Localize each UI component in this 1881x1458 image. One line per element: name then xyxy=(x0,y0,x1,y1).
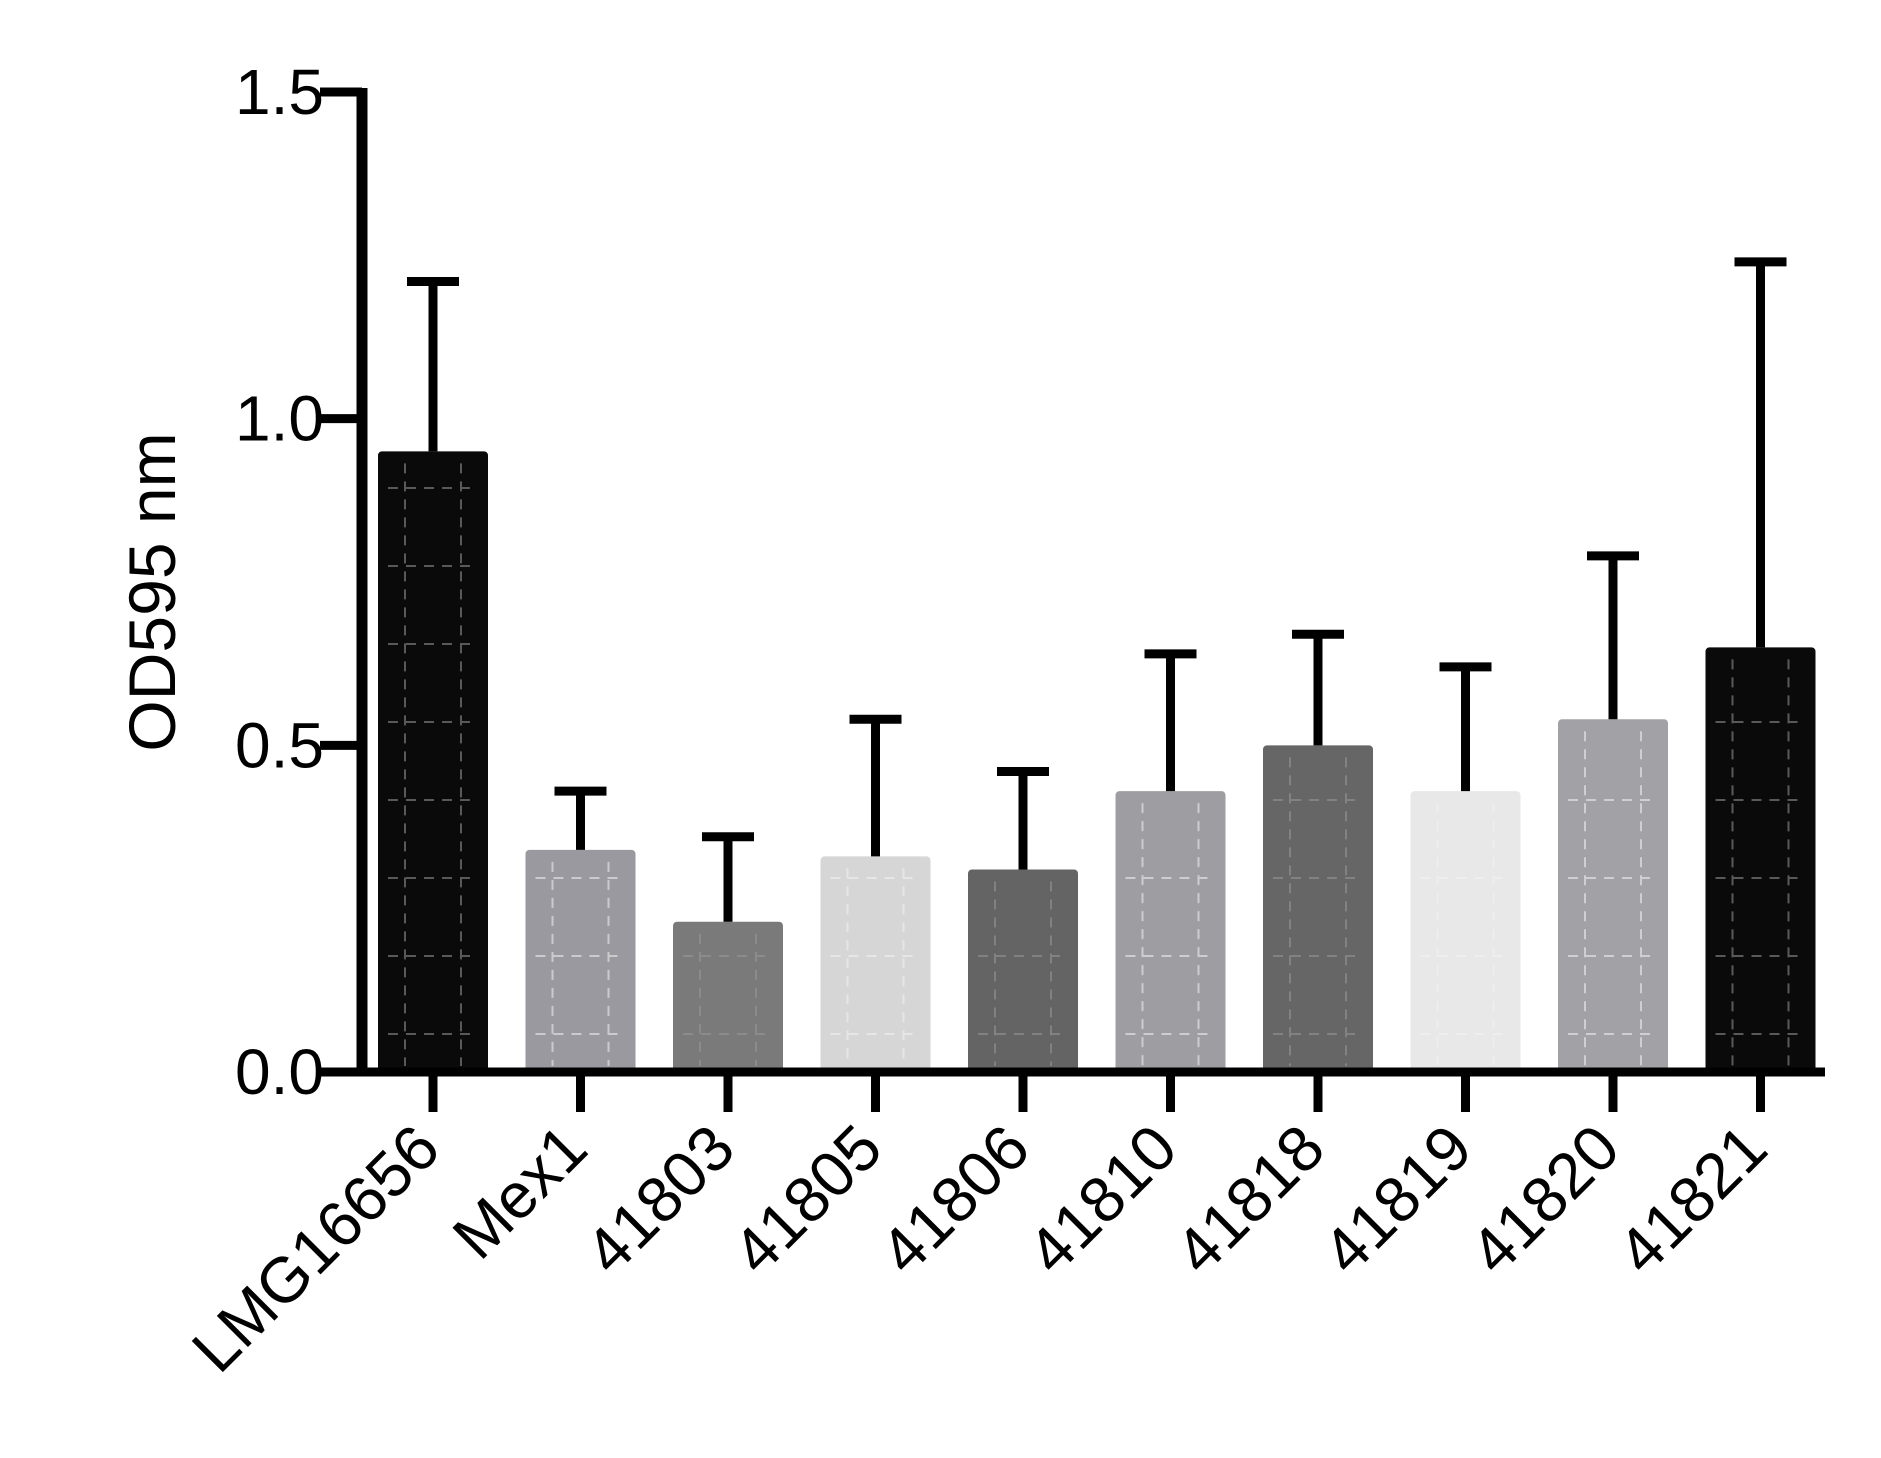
y-tick-label-0.5: 0.5 xyxy=(235,709,324,781)
bar-41803 xyxy=(673,921,783,1072)
error-bar-41818 xyxy=(1292,629,1344,746)
x-tick-label-LMG16656: LMG16656 xyxy=(178,1111,453,1386)
x-tick-label-41803: 41803 xyxy=(571,1111,748,1288)
x-tick-label-41806: 41806 xyxy=(866,1111,1043,1288)
bar-41820 xyxy=(1558,719,1668,1072)
x-tick-label-41820: 41820 xyxy=(1456,1111,1633,1288)
error-bar-LMG16656 xyxy=(407,276,459,452)
bar-pattern-41805 xyxy=(830,868,921,1066)
bar-pattern-41819 xyxy=(1420,803,1511,1066)
bar-pattern-41806 xyxy=(978,881,1068,1066)
x-tick-label-Mex1: Mex1 xyxy=(439,1111,601,1273)
x-tick-label-41819: 41819 xyxy=(1309,1111,1486,1288)
axes-layer xyxy=(320,87,1825,1112)
bar-41818 xyxy=(1263,745,1373,1072)
bar-pattern-41818 xyxy=(1273,757,1363,1066)
x-tick-label-41818: 41818 xyxy=(1161,1111,1338,1288)
error-bar-41806 xyxy=(997,766,1049,870)
bar-41806 xyxy=(968,869,1078,1072)
bar-pattern-LMG16656 xyxy=(388,463,478,1066)
bar-pattern-Mex1 xyxy=(535,861,626,1066)
bar-pattern-41821 xyxy=(1715,659,1806,1066)
error-bar-41820 xyxy=(1587,551,1639,720)
error-bar-Mex1 xyxy=(554,786,607,850)
error-bar-41805 xyxy=(849,714,902,857)
x-tick-label-41821: 41821 xyxy=(1604,1111,1781,1288)
error-bar-41819 xyxy=(1439,662,1492,792)
bar-LMG16656 xyxy=(378,451,488,1072)
y-tick-label-1.5: 1.5 xyxy=(235,56,324,128)
y-axis-title: OD595 nm xyxy=(115,432,189,751)
x-tick-label-41810: 41810 xyxy=(1014,1111,1191,1288)
bar-pattern-41820 xyxy=(1568,731,1658,1066)
bar-41821 xyxy=(1705,647,1816,1072)
error-bar-41803 xyxy=(702,832,754,922)
bar-41810 xyxy=(1115,791,1226,1072)
error-bars-layer xyxy=(407,257,1787,922)
bar-pattern-41810 xyxy=(1125,803,1216,1066)
error-bar-41810 xyxy=(1144,649,1197,792)
bar-Mex1 xyxy=(525,849,636,1072)
error-bar-41821 xyxy=(1734,257,1787,648)
y-tick-label-1.0: 1.0 xyxy=(235,383,324,455)
bars-layer xyxy=(378,451,1816,1072)
bar-41819 xyxy=(1410,791,1521,1072)
bar-pattern-41803 xyxy=(683,933,773,1066)
bar-41805 xyxy=(820,856,931,1072)
x-tick-label-41805: 41805 xyxy=(719,1111,896,1288)
y-tick-label-0.0: 0.0 xyxy=(235,1036,324,1108)
